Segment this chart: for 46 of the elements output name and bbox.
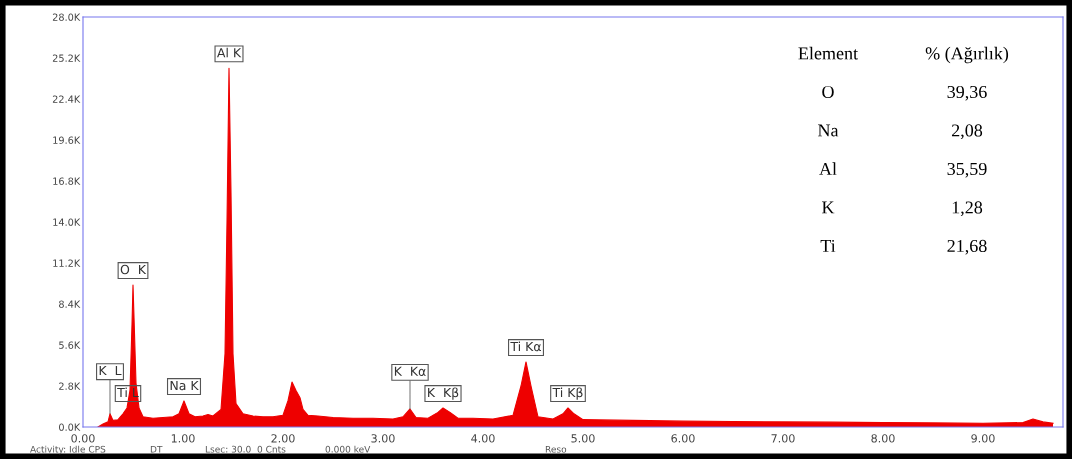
x-tick-label: 2.00 <box>271 434 295 443</box>
text: DT <box>150 445 163 453</box>
x-tick-label: 6.00 <box>671 434 695 443</box>
annotation: O <box>822 85 834 99</box>
annotation: Al <box>819 162 837 175</box>
x-tick-label: 1.00 <box>171 434 195 443</box>
text: Lsec: 30.0 0 Cnts <box>205 445 286 453</box>
x-tick-label: 8.00 <box>871 434 895 443</box>
annotation: K Kα <box>394 366 426 376</box>
y-tick-label: 25.2K <box>52 54 81 62</box>
x-tick-label: 5.00 <box>571 434 595 443</box>
annotation: Ti <box>820 239 836 252</box>
x-tick-label: 4.00 <box>471 434 495 443</box>
y-tick-label: 28.0K <box>52 13 81 21</box>
y-tick-label: 22.4K <box>52 95 81 103</box>
y-tick-label: 8.4K <box>59 300 81 308</box>
annotation: 39,36 <box>947 85 987 101</box>
y-tick-label: 16.8K <box>53 177 81 185</box>
x-tick-label: 7.00 <box>771 434 795 443</box>
text: 0.000 keV <box>325 445 371 453</box>
annotation: K Kβ <box>428 387 459 400</box>
y-tick-label: 19.6K <box>53 136 81 144</box>
annotation: Ti Kα <box>510 341 541 352</box>
annotation: 35,59 <box>947 162 987 178</box>
annotation: Na K <box>170 380 199 391</box>
x-tick-label: 0.00 <box>71 434 95 443</box>
y-tick-label: 2.8K <box>59 382 81 390</box>
text: Reso <box>545 445 567 453</box>
y-tick-label: 5.6K <box>59 341 81 349</box>
annotation: Na <box>817 124 839 137</box>
annotation: Element <box>798 46 858 60</box>
annotation: O K <box>120 264 147 275</box>
text: Activity: Idle CPS <box>30 445 106 455</box>
annotation: K L <box>99 366 122 376</box>
x-tick-label: 3.00 <box>371 434 395 443</box>
x-tick-label: 9.00 <box>971 434 995 443</box>
annotation: % (Ağırlık) <box>925 46 1009 64</box>
y-tick-label: 0.0K <box>59 423 81 431</box>
annotation: 2,08 <box>951 124 983 140</box>
annotation: 21,68 <box>947 239 987 255</box>
annotation: Al K <box>217 47 242 58</box>
annotation: K <box>822 201 835 214</box>
annotation: 1,28 <box>952 201 983 217</box>
y-tick-label: 14.0K <box>53 218 81 226</box>
y-tick-label: 11.2K <box>53 259 81 267</box>
annotation: Ti Kβ <box>552 387 583 400</box>
